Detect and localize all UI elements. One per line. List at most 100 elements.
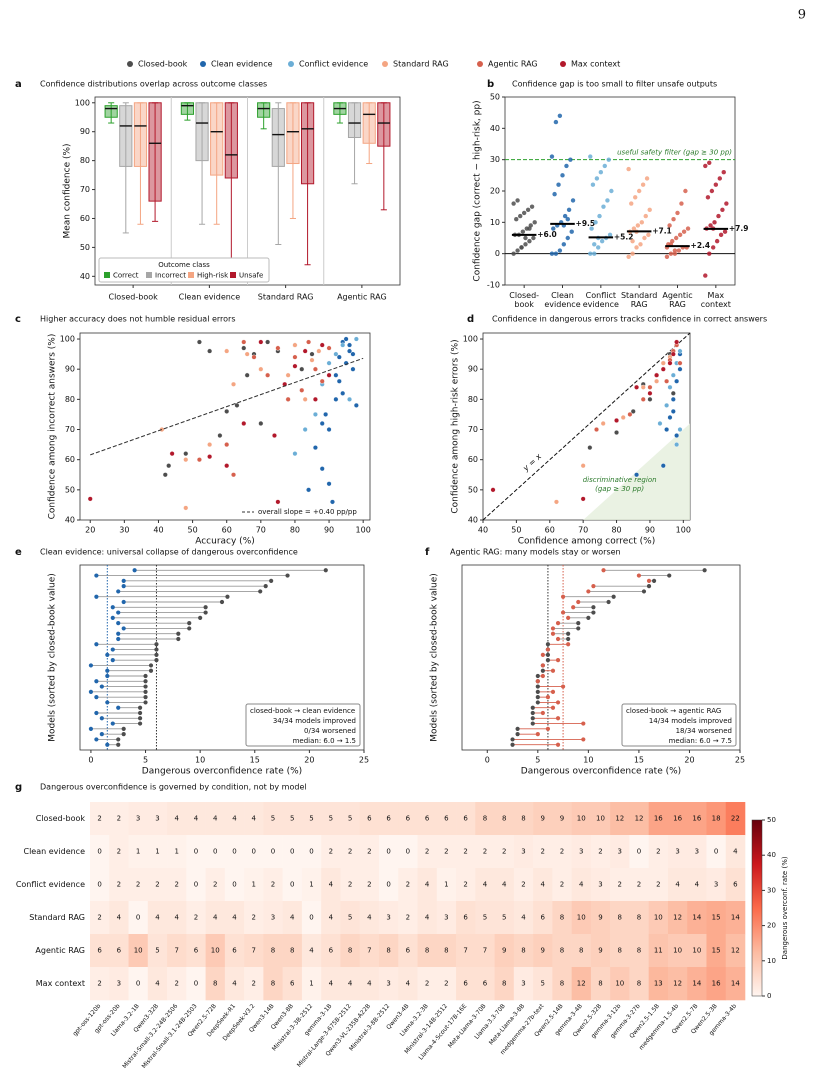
start-point	[154, 647, 159, 652]
start-point	[535, 695, 540, 700]
heatmap-cell	[109, 835, 129, 869]
end-point	[94, 710, 99, 716]
x-tick-label-line: evidence	[583, 300, 619, 309]
region-label: (gap ≥ 30 pp)	[595, 485, 644, 493]
end-point	[550, 689, 556, 694]
x-tick-label: 5	[143, 756, 148, 765]
point	[244, 351, 250, 357]
point	[654, 378, 660, 384]
row-label: Agentic RAG	[35, 946, 85, 955]
point	[712, 220, 717, 225]
point	[231, 381, 237, 387]
y-tick-label: 70	[80, 185, 90, 194]
cell-value: 8	[425, 947, 429, 955]
y-tick-label: 100	[75, 98, 90, 107]
point	[258, 339, 264, 345]
end-point	[88, 689, 94, 694]
cell-value: 12	[673, 914, 682, 922]
start-point	[116, 742, 121, 747]
box	[119, 105, 133, 167]
heatmap-cell	[398, 868, 418, 902]
point	[527, 238, 532, 244]
point	[518, 213, 523, 219]
point	[677, 232, 683, 238]
point	[677, 427, 683, 433]
cell-value: 12	[731, 947, 740, 955]
heatmap-cell	[244, 967, 264, 1001]
heatmap-cell	[186, 901, 206, 935]
heatmap-cell	[513, 835, 534, 869]
start-point	[515, 732, 520, 737]
end-point	[581, 737, 586, 742]
heatmap-cell	[533, 835, 553, 869]
y-tick-label: 0	[495, 249, 500, 258]
cell-value: 0	[290, 881, 294, 889]
heatmap-cell	[321, 901, 341, 935]
heatmap-cell	[667, 835, 688, 869]
cell-value: 2	[560, 881, 564, 889]
point	[207, 348, 213, 354]
legend-label: Unsafe	[239, 272, 263, 280]
point	[664, 427, 670, 433]
heatmap-cell	[571, 835, 592, 869]
x-tick-label: Max context	[701, 291, 731, 309]
point	[668, 251, 674, 256]
end-point	[116, 621, 121, 626]
legend-label: Max context	[571, 60, 620, 69]
heatmap-cell	[186, 868, 206, 902]
page-number: 9	[798, 8, 806, 23]
point	[629, 201, 634, 206]
cell-value: 8	[271, 947, 275, 955]
cell-value: 2	[463, 848, 467, 856]
box	[377, 102, 391, 147]
end-point	[545, 647, 551, 652]
x-tick-label: 0	[485, 756, 490, 765]
point	[521, 210, 527, 216]
cell-value: 10	[692, 947, 701, 955]
heatmap-cell	[590, 967, 611, 1001]
heatmap-cell	[340, 901, 361, 935]
point	[333, 396, 339, 402]
point	[630, 238, 635, 244]
point	[312, 396, 318, 402]
cell-value: 0	[714, 848, 718, 856]
point	[592, 242, 597, 247]
colorbar	[751, 819, 763, 997]
annotation-box	[245, 703, 361, 747]
cell-value: 2	[117, 881, 121, 889]
heatmap-cell	[571, 967, 592, 1001]
end-point	[99, 716, 104, 721]
point	[224, 442, 230, 448]
start-point	[143, 684, 148, 689]
heatmap-cell	[436, 967, 457, 1001]
point	[319, 378, 325, 384]
panel-letter: c	[15, 314, 21, 325]
point	[595, 245, 601, 250]
cell-value: 4	[252, 815, 257, 823]
start-point	[545, 642, 551, 647]
heatmap-cell	[244, 868, 264, 902]
legend-swatch	[230, 272, 236, 278]
heatmap-cell	[128, 901, 149, 935]
start-point	[176, 631, 181, 636]
cell-value: 8	[271, 980, 275, 988]
heatmap-cell	[109, 901, 129, 935]
end-point	[550, 631, 556, 636]
heatmap-cell	[398, 835, 418, 869]
heatmap-cell	[128, 934, 149, 968]
box	[180, 102, 195, 115]
legend-marker	[127, 61, 133, 67]
start-point	[576, 626, 581, 631]
point	[674, 378, 680, 384]
point	[326, 360, 332, 366]
heatmap-cell	[224, 802, 245, 836]
point	[553, 119, 559, 125]
heatmap-cell	[667, 967, 688, 1001]
point	[654, 372, 660, 378]
point	[515, 248, 520, 253]
cell-value: 16	[673, 815, 682, 823]
heatmap-cell	[552, 868, 572, 902]
point	[323, 411, 329, 417]
panel-letter: a	[15, 79, 22, 90]
start-point	[667, 573, 672, 578]
